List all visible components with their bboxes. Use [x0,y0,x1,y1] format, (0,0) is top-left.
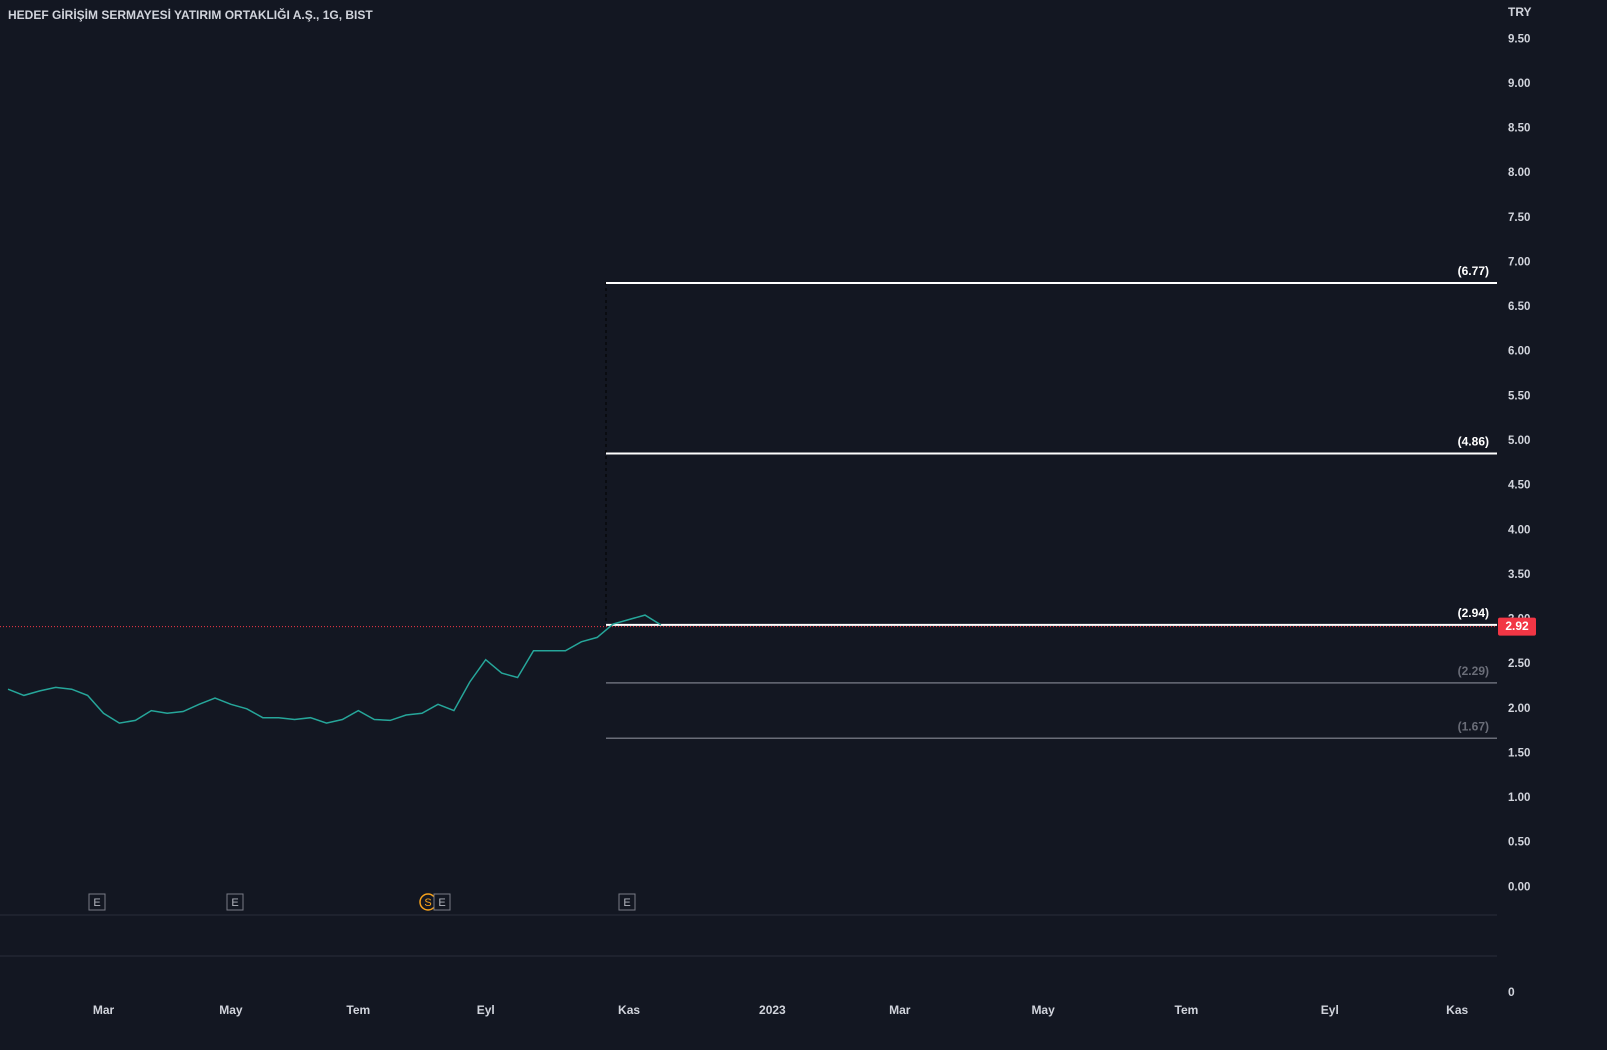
chart-title: HEDEF GİRİŞİM SERMAYESİ YATIRIM ORTAKLIĞ… [8,7,373,22]
price-tag [1498,617,1536,636]
y-tick-label: 4.00 [1508,524,1530,536]
x-tick-label: May [1031,1003,1055,1017]
event-label: E [438,897,445,909]
level-label: (6.77) [1458,264,1489,278]
x-tick-label: Kas [618,1003,640,1017]
event-marker [226,893,244,911]
price-line [7,614,662,724]
x-tick-label: Kas [1446,1003,1468,1017]
event-label: E [623,897,630,909]
y-tick-label: 2.00 [1508,703,1530,715]
y-tick-label: 0.50 [1508,837,1530,849]
x-tick-label: May [219,1003,243,1017]
x-tick-label: Mar [93,1003,115,1017]
y-tick-label: 7.00 [1508,256,1530,268]
x-tick-label: Tem [346,1003,370,1017]
level-label: (1.67) [1458,719,1489,733]
y-tick-label: 9.50 [1508,33,1530,45]
y-tick-label: 7.50 [1508,212,1530,224]
y-tick-label: 1.50 [1508,747,1530,759]
event-marker [88,893,106,911]
event-label: E [231,897,238,909]
x-tick-label: Mar [889,1003,911,1017]
x-tick-label: Eyl [1321,1003,1339,1017]
y-tick-label: 1.00 [1508,792,1530,804]
event-marker [433,893,451,911]
y-tick-label: 6.50 [1508,301,1530,313]
x-tick-label: Eyl [477,1003,495,1017]
y-tick-label: 8.00 [1508,167,1530,179]
y-tick-label: 0.00 [1508,881,1530,893]
y-tick-label: 2.50 [1508,658,1530,670]
event-label: E [93,897,100,909]
y-tick-label: 5.00 [1508,435,1530,447]
y-tick-label: 4.50 [1508,480,1530,492]
price-tag-label: 2.92 [1505,619,1529,633]
level-label: (4.86) [1458,435,1489,449]
event-label: S [424,897,431,909]
x-tick-label: Tem [1175,1003,1199,1017]
y-tick-label: 5.50 [1508,390,1530,402]
y-tick-label: 9.00 [1508,78,1530,90]
y-tick-label: 6.00 [1508,346,1530,358]
y-tick-label: 8.50 [1508,123,1530,135]
event-marker [618,893,636,911]
x-tick-label: 2023 [759,1003,786,1017]
level-label: (2.94) [1458,606,1489,620]
currency-label: TRY [1508,5,1532,19]
lower-pane-tick-label: 0 [1508,985,1515,999]
level-label: (2.29) [1458,664,1489,678]
y-tick-label: 3.50 [1508,569,1530,581]
